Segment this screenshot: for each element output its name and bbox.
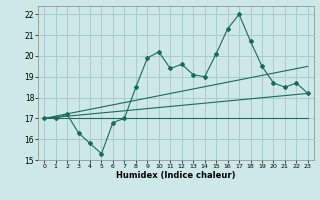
- X-axis label: Humidex (Indice chaleur): Humidex (Indice chaleur): [116, 171, 236, 180]
